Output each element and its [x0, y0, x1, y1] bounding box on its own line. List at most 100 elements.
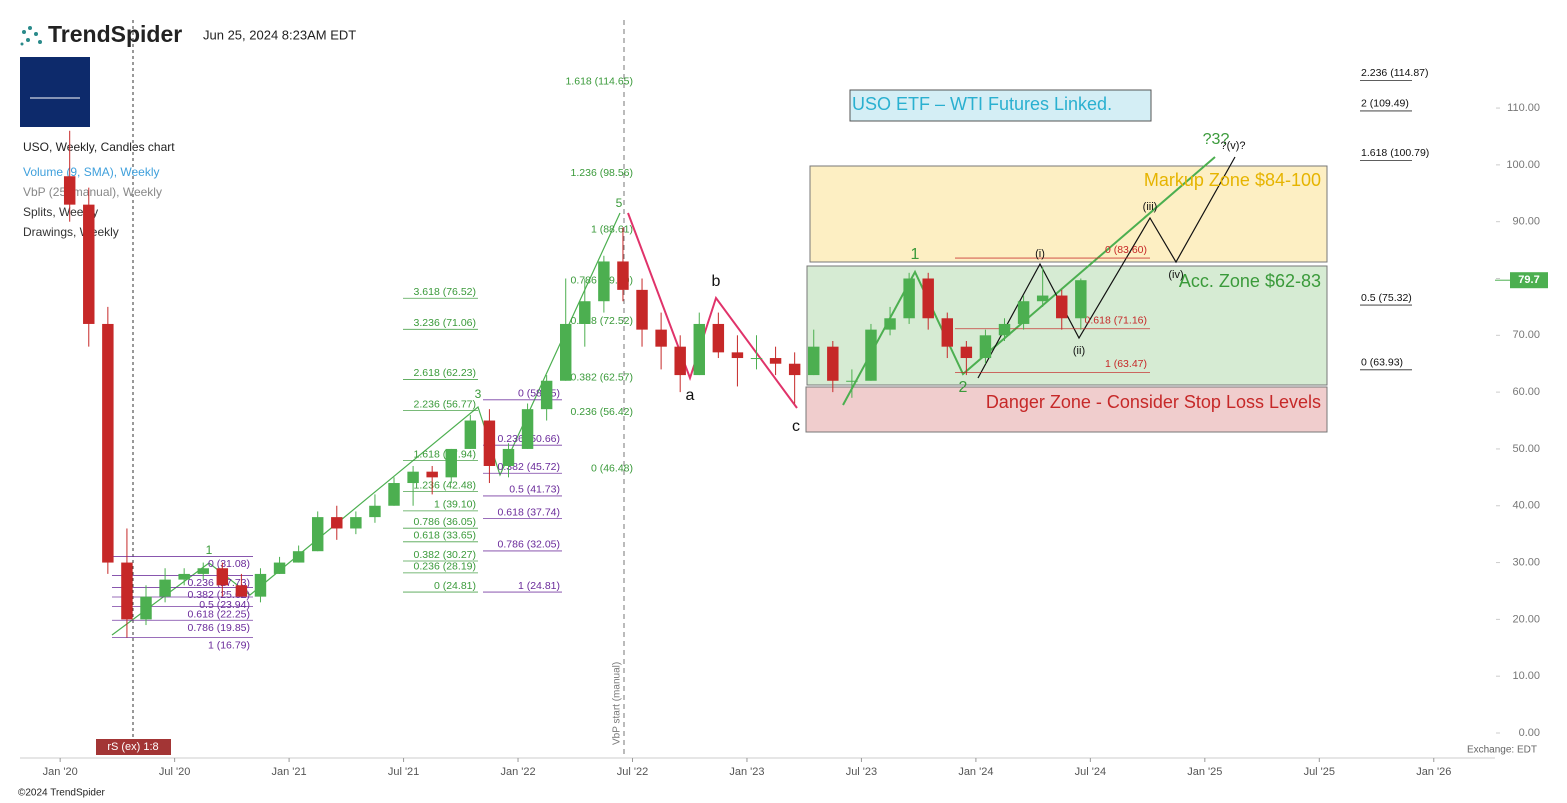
- fib-label: 0.382 (62.57): [571, 371, 633, 383]
- exchange: Exchange: EDT: [1467, 745, 1537, 756]
- wave-label: c: [792, 418, 800, 435]
- candle-body: [636, 289, 648, 330]
- y-tick-label: 0.00: [1519, 727, 1540, 739]
- candle-body: [159, 579, 171, 597]
- x-tick-label: Jan '22: [500, 766, 535, 778]
- wave-label: 1: [206, 543, 213, 557]
- x-tick-label: Jan '23: [729, 766, 764, 778]
- split-label: rS (ex) 1:8: [107, 741, 158, 753]
- y-tick-label: 110.00: [1507, 102, 1540, 114]
- candle-body: [998, 323, 1011, 336]
- x-tick-label: Jan '21: [272, 766, 307, 778]
- x-tick-label: Jan '20: [43, 766, 78, 778]
- fib-label: 0.382 (25.62): [188, 589, 250, 601]
- candle-body: [922, 278, 934, 319]
- zone-label: Danger Zone - Consider Stop Loss Levels: [986, 392, 1321, 412]
- candle-body: [121, 562, 133, 620]
- x-tick-label: Jul '25: [1304, 766, 1335, 778]
- x-tick-label: Jul '20: [159, 766, 190, 778]
- x-tick-label: Jul '23: [846, 766, 877, 778]
- wave-label: a: [686, 387, 695, 404]
- indicator-label: Volume (9, SMA), Weekly: [23, 165, 160, 179]
- wave-label: b: [712, 273, 721, 290]
- fib-label: 0.236 (28.19): [414, 561, 476, 573]
- fib-label: 0.618 (33.65): [414, 530, 476, 542]
- candle-body: [311, 517, 324, 552]
- candle-body: [140, 596, 152, 620]
- candle-body: [693, 323, 705, 376]
- y-tick-label: 100.00: [1506, 159, 1540, 171]
- wave-line: [842, 156, 1216, 406]
- y-tick-label: 90.00: [1512, 216, 1540, 228]
- candle-body: [655, 329, 667, 347]
- fib-label: 0.236 (56.42): [571, 406, 633, 418]
- sub-wave-line: [977, 156, 1236, 379]
- candle-body: [941, 318, 954, 347]
- candle-body: [521, 409, 534, 449]
- fib-label: 0 (83.60): [1105, 244, 1147, 256]
- wave-label: (iii): [1143, 201, 1158, 213]
- candle-body: [731, 352, 744, 359]
- timestamp: Jun 25, 2024 8:23AM EDT: [203, 27, 356, 42]
- fib-label: 0.5 (41.73): [509, 484, 560, 496]
- fib-label: 1.618 (100.79): [1361, 147, 1429, 159]
- fib-label: 1.618 (114.65): [565, 75, 633, 87]
- candle-body: [63, 176, 76, 205]
- candle-body: [1056, 295, 1068, 319]
- candle-body: [846, 380, 858, 382]
- fib-label: 0.5 (23.94): [199, 599, 250, 611]
- candle-body: [331, 517, 343, 529]
- candle-body: [960, 346, 973, 359]
- candle-body: [559, 323, 572, 381]
- candle-body: [254, 573, 267, 597]
- fib-label: 2.236 (56.77): [414, 398, 476, 410]
- fib-label: 0 (58.65): [518, 388, 560, 400]
- candle-body: [216, 568, 229, 586]
- candle-body: [178, 573, 190, 580]
- danger-zone: [805, 386, 1328, 433]
- fib-label: 1 (88.61): [591, 223, 633, 235]
- candle-body: [788, 363, 801, 376]
- indicator-label: VbP (25, manual), Weekly: [23, 185, 162, 199]
- fib-label: 0.618 (71.16): [1085, 315, 1147, 327]
- candle-body: [808, 346, 820, 376]
- y-tick-label: 10.00: [1512, 670, 1540, 682]
- candle-body: [750, 358, 763, 360]
- fib-label: 3.618 (76.52): [414, 286, 476, 298]
- candle-body: [102, 323, 114, 563]
- logo-icon: [20, 26, 42, 46]
- note-box: [849, 89, 1152, 122]
- x-tick-label: Jul '21: [388, 766, 419, 778]
- note: USO ETF – WTI Futures Linked.: [852, 94, 1112, 114]
- candle-body: [388, 483, 400, 506]
- candle-body: [712, 323, 725, 353]
- indicator-label: Drawings, Weekly: [23, 225, 119, 239]
- candle-body: [827, 346, 839, 381]
- candle-body: [445, 448, 457, 478]
- vbp-label: VbP start (manual): [612, 662, 623, 745]
- wave-label: 2: [959, 379, 968, 396]
- fib-label: 1 (63.47): [1105, 358, 1147, 370]
- wave-label: 3: [475, 387, 482, 401]
- last-price-label: 79.7: [1518, 274, 1539, 286]
- fib-label: 2.236 (114.87): [1361, 67, 1429, 79]
- candle-body: [540, 380, 553, 410]
- zone-label: Acc. Zone $62-83: [1179, 271, 1321, 291]
- wave-label: 5: [616, 196, 623, 210]
- wave-label: (i): [1035, 248, 1045, 260]
- brand: TrendSpider: [48, 21, 182, 47]
- fib-label: 0.618 (37.74): [498, 506, 560, 518]
- wave-label: (ii): [1073, 345, 1085, 357]
- candle-body: [350, 517, 362, 529]
- last-price-box: [1510, 272, 1548, 289]
- candle-body: [884, 318, 896, 330]
- candle-body: [674, 346, 686, 376]
- zone-label: Markup Zone $84-100: [1144, 170, 1321, 190]
- copyright: ©2024 TrendSpider: [18, 788, 106, 799]
- fib-label: 0.786 (36.05): [414, 516, 476, 528]
- fib-label: 1 (24.81): [518, 580, 560, 592]
- logo-box: [20, 57, 90, 127]
- wave-label: 1: [911, 246, 920, 263]
- wave-label: ?3?: [1203, 131, 1230, 148]
